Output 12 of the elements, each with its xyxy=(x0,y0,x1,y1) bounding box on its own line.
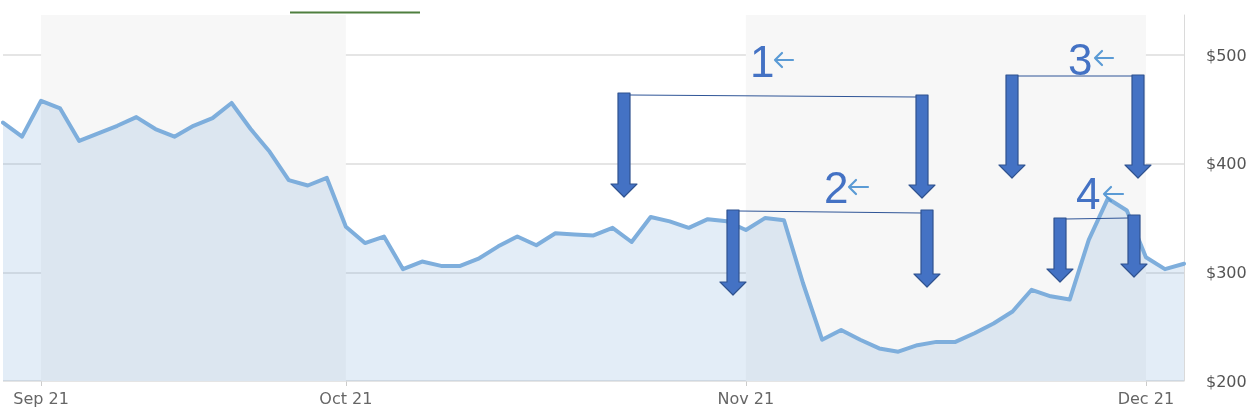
x-tick-label: Nov 21 xyxy=(717,388,775,408)
x-tick-label: Oct 21 xyxy=(319,388,373,408)
annotation: 2 xyxy=(824,163,849,212)
x-tick-label: Dec 21 xyxy=(1117,388,1175,408)
y-tick-label: $400 xyxy=(1206,154,1247,174)
annotation: 4 xyxy=(1076,169,1101,218)
annotation: 3 xyxy=(1068,35,1093,84)
y-tick-label: $300 xyxy=(1206,262,1247,282)
x-tick-label: Sep 21 xyxy=(13,388,69,408)
y-tick-label: $500 xyxy=(1206,45,1247,65)
y-tick-label: $200 xyxy=(1206,371,1247,391)
annotation: 1 xyxy=(750,37,775,86)
